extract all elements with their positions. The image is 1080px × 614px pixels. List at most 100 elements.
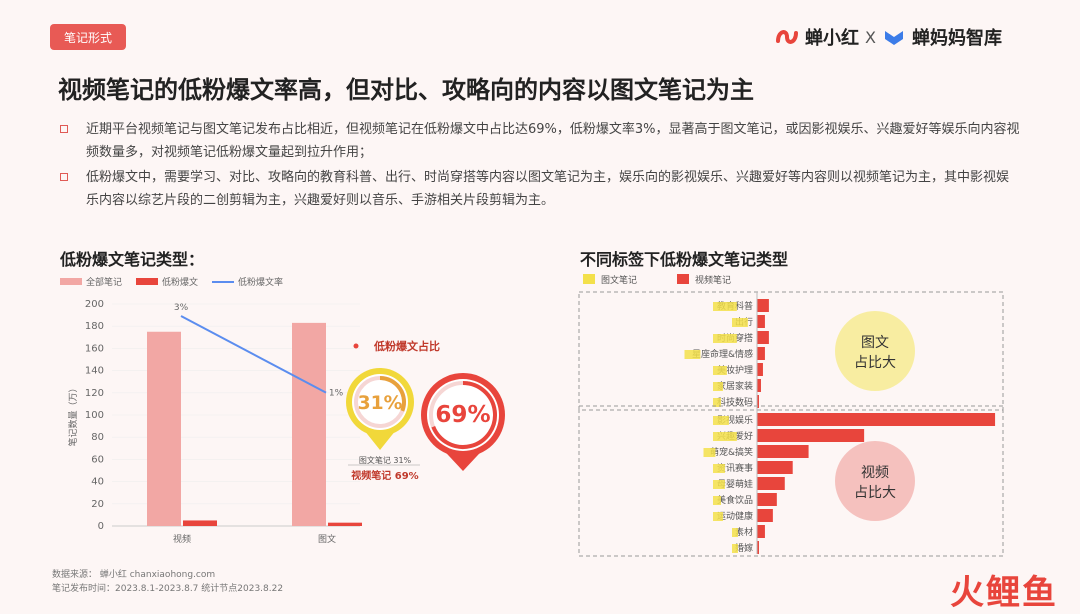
bar-image-text [713, 464, 725, 473]
y-tick-label: 100 [85, 410, 104, 421]
title-dot-icon [353, 343, 359, 349]
bar-video [757, 493, 777, 506]
bubble-label: 视频 [861, 465, 889, 481]
bar-video [757, 299, 769, 312]
category-label: 素材 [735, 526, 753, 538]
bullet-item: 近期平台视频笔记与图文笔记发布占比相近，但视频笔记在低粉爆文中占比达69%，低粉… [60, 118, 1020, 164]
bar-image-text [713, 398, 721, 407]
bar-video [757, 315, 765, 328]
bar-video [757, 363, 763, 376]
page-title: 视频笔记的低粉爆文率高，但对比、攻略向的内容以图文笔记为主 [58, 76, 754, 104]
pin-tail [364, 430, 396, 450]
bar-low-fan [328, 522, 362, 526]
y-tick-label: 160 [85, 343, 104, 354]
legend-label: 全部笔记 [86, 276, 122, 288]
video-bubble [835, 441, 915, 521]
y-tick-label: 180 [85, 321, 104, 332]
category-label: 婚嫁 [735, 542, 753, 554]
footer: 数据来源： 蝉小红 chanxiaohong.com 笔记发布时间：2023.8… [52, 568, 283, 596]
brand-name-1: 蝉小红 [805, 28, 860, 49]
legend-label: 视频笔记 [695, 274, 731, 286]
y-tick-label: 40 [91, 477, 104, 488]
chanxiaohong-logo-icon [776, 30, 799, 44]
bar-video [757, 379, 761, 392]
brand-logos: 蝉小红 X 蝉妈妈智库 [775, 24, 1002, 50]
left-section-title: 低粉爆文笔记类型： [60, 250, 205, 269]
bullet-marker-icon [60, 125, 68, 133]
bar-low-fan [183, 520, 217, 526]
pin-value: 69% [435, 402, 490, 428]
donut-video: 69% [421, 373, 505, 471]
bar-video [757, 525, 765, 538]
category-label: 萌宠&搞笑 [710, 446, 753, 458]
category-label: 美食饮品 [717, 494, 753, 506]
donut-legend-line: 视频笔记 69% [351, 469, 418, 482]
pin-value: 31% [358, 393, 403, 414]
section-tag: 笔记形式 [50, 24, 126, 50]
bar-video [757, 541, 759, 554]
y-axis-label: 笔记数量（万） [67, 383, 79, 446]
y-tick-label: 0 [98, 521, 104, 532]
legend-swatch-image-text [583, 274, 595, 284]
bar-image-text [713, 302, 737, 311]
bar-video [757, 331, 769, 344]
ratio-donut-chart: 低粉爆文占比 31% 69% 图文笔记 31% 视频笔记 69% [346, 339, 505, 482]
bar-all-notes [147, 331, 181, 526]
bar-image-text [713, 480, 725, 489]
category-label: 家居家装 [717, 380, 753, 392]
chanmama-logo-icon [885, 31, 903, 45]
bar-image-text [713, 334, 737, 343]
legend-swatch-1 [136, 278, 158, 285]
legend-swatch-video [677, 274, 689, 284]
image-text-bubble [835, 311, 915, 391]
rate-label: 1% [329, 389, 344, 399]
bubble-label: 占比大 [854, 485, 896, 501]
bar-image-text [713, 416, 729, 425]
y-tick-label: 140 [85, 366, 104, 377]
bar-video [757, 509, 773, 522]
y-tick-label: 80 [91, 432, 104, 443]
arc-value [379, 376, 406, 412]
bullet-text: 低粉爆文中，需要学习、对比、攻略向的教育科普、出行、时尚穿搭等内容以图文笔记为主… [86, 170, 1010, 208]
y-tick-label: 20 [91, 499, 104, 510]
pin-inner [352, 374, 408, 430]
group-frame [578, 291, 1004, 411]
footer-time: 笔记发布时间：2023.8.1-2023.8.7 统计节点2023.8.22 [52, 584, 284, 594]
watermark-logo: 火鲤鱼 [950, 573, 1058, 613]
footer-source: 数据来源： 蝉小红 chanxiaohong.com [52, 570, 216, 580]
bar-image-text [713, 366, 727, 375]
bar-video [757, 429, 865, 442]
category-label: 资讯赛事 [717, 462, 753, 474]
bar-image-text [732, 318, 748, 327]
bar-image-text [732, 544, 738, 553]
brand-x: X [865, 27, 876, 47]
bar-image-text [684, 350, 701, 359]
y-tick-label: 60 [91, 454, 104, 465]
bar-video [757, 461, 793, 474]
right-section-title: 不同标签下低粉爆文笔记类型 [580, 250, 789, 269]
x-tick-label: 视频 [173, 533, 191, 545]
bullet-text: 近期平台视频笔记与图文笔记发布占比相近，但视频笔记在低粉爆文中占比达69%，低粉… [86, 122, 1020, 160]
arc-value [431, 381, 497, 449]
legend-label: 图文笔记 [601, 274, 637, 286]
donut-title: 低粉爆文占比 [373, 339, 440, 353]
rate-line [180, 315, 327, 394]
bar-all-notes [292, 322, 326, 526]
category-label: 科技数码 [717, 396, 753, 408]
bar-image-text [713, 382, 723, 391]
bubble-label: 占比大 [854, 355, 896, 371]
donut-image-text: 31% [346, 368, 414, 450]
bullet-list: 近期平台视频笔记与图文笔记发布占比相近，但视频笔记在低粉爆文中占比达69%，低粉… [60, 118, 1020, 214]
bar-image-text [713, 432, 737, 441]
bar-image-text [713, 496, 721, 505]
brand-name-2: 蝉妈妈智库 [912, 28, 1002, 49]
bar-video [757, 413, 996, 426]
pin-inner [427, 379, 499, 451]
bubble-label: 图文 [861, 335, 889, 351]
bar-image-text [703, 448, 716, 457]
bar-video [757, 347, 765, 360]
category-label: 星座命理&情感 [692, 348, 753, 360]
bar-video [757, 477, 785, 490]
bar-video [757, 445, 809, 458]
donut-legend-line: 图文笔记 31% [359, 455, 412, 465]
